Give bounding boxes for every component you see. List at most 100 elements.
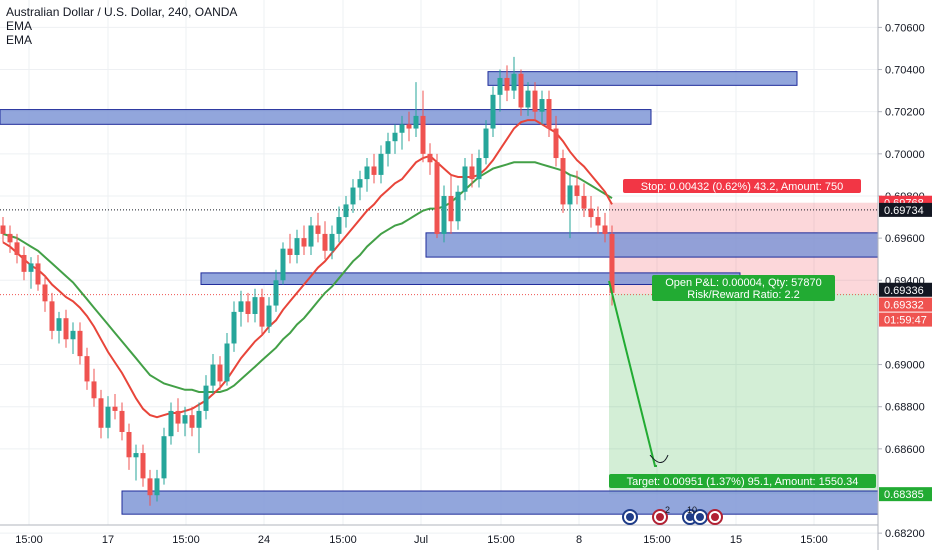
stop-label-text: Stop: 0.00432 (0.62%) 43.2, Amount: 750 [641,181,843,193]
candle-body [483,128,489,159]
candle-body [497,77,503,95]
event-flag-core [626,513,634,521]
candle-body [350,187,356,205]
candle-body [203,385,209,411]
candle-body [602,225,608,234]
candle-body [406,124,412,129]
price-tick-label: 0.70400 [885,65,925,77]
candle-body [462,166,468,192]
candle-body [336,217,342,234]
price-label-prev-close-bg [879,202,932,217]
price-label-entry: 0.69336 [879,282,932,297]
candle-body [546,99,552,129]
pnl-label-text: Risk/Reward Ratio: 2.2 [687,289,800,301]
candle-body [385,141,391,154]
event-flag-usd[interactable] [707,509,723,525]
event-count: 10 [687,505,697,515]
candle-body [119,410,125,432]
candle-body [14,242,20,255]
candle-body [301,238,307,247]
price-label-countdown: 01:59:47 [879,312,932,327]
event-flag-aud[interactable] [622,509,638,525]
candle-body [0,225,6,234]
pnl-label[interactable]: Open P&L: 0.00004, Qty: 57870Risk/Reward… [652,275,835,301]
time-tick-label: 8 [576,534,582,546]
sr-zone[interactable] [121,490,879,515]
price-tick-label: 0.70200 [885,107,925,119]
event-flag-core [656,513,664,521]
sr-zone[interactable] [425,232,879,258]
target-label-bg [609,474,876,488]
legend-ema-1[interactable]: EMA [6,19,33,33]
candle-body [294,238,300,255]
candle-body [322,233,328,251]
candle-body [133,453,139,458]
candle-body [168,410,174,437]
candle-body [35,263,41,285]
price-label-prev-close: 0.69734 [879,202,932,217]
sr-zone[interactable] [0,109,652,125]
price-tick-label: 0.68200 [885,528,925,540]
candle-body [420,115,426,154]
candle-body [196,410,202,428]
event-flag-usd[interactable] [652,509,668,525]
candle-body [147,478,153,496]
time-tick-label: Jul [414,534,428,546]
stop-label[interactable]: Stop: 0.00432 (0.62%) 43.2, Amount: 750 [623,179,861,193]
candle-body [105,406,111,428]
candle-body [126,431,132,458]
candle-body [28,263,34,272]
candle-body [266,305,272,327]
projection-mark [649,454,669,463]
candle-body [21,254,27,272]
ema-slow-line [2,161,613,393]
price-label-entry-bg [879,282,932,297]
price-tick-label: 0.70600 [885,22,925,34]
target-label[interactable]: Target: 0.00951 (1.37%) 95.1, Amount: 15… [609,474,876,488]
candle-body [140,453,146,479]
sr-zone[interactable] [487,71,798,86]
candle-body [413,115,419,129]
candle-body [518,73,524,108]
price-label-countdown-bg [879,312,932,327]
time-tick-label: 15:00 [329,534,357,546]
candle-body [98,398,104,428]
candle-body [77,330,83,357]
candle-body [231,311,237,344]
candle-body [161,436,167,479]
candle-body [154,478,160,496]
price-label-target: 0.68385 [879,487,932,502]
candle-body [567,185,573,205]
legend-ema-2[interactable]: EMA [6,33,33,47]
price-tick-label: 0.68800 [885,402,925,414]
candle-body [448,195,454,222]
candle-body [399,124,405,133]
price-tick-label: 0.69600 [885,233,925,245]
candle-body [245,301,251,314]
event-flag-core [686,513,694,521]
price-label-last: 0.69332 [879,297,932,312]
chart-title: Australian Dollar / U.S. Dollar, 240, OA… [6,5,238,19]
time-tick-label: 15 [730,534,742,546]
candle-body [427,153,433,163]
candle-body [532,90,538,112]
candle-body [511,73,517,91]
time-tick-label: 15:00 [487,534,515,546]
candle-body [392,132,398,142]
candle-body [112,406,118,411]
candle-body [308,225,314,247]
candle-body [70,330,76,340]
candle-body [287,248,293,255]
candle-body [595,217,601,226]
candle-body [378,153,384,175]
price-label-last-bg [879,297,932,312]
time-tick-label: 15:00 [643,534,671,546]
price-label-countdown-text: 01:59:47 [884,315,927,327]
candle-body [238,301,244,312]
stop-label-bg [623,179,861,193]
candle-body [343,204,349,218]
candle-body [315,225,321,234]
event-count: 2 [665,505,670,515]
